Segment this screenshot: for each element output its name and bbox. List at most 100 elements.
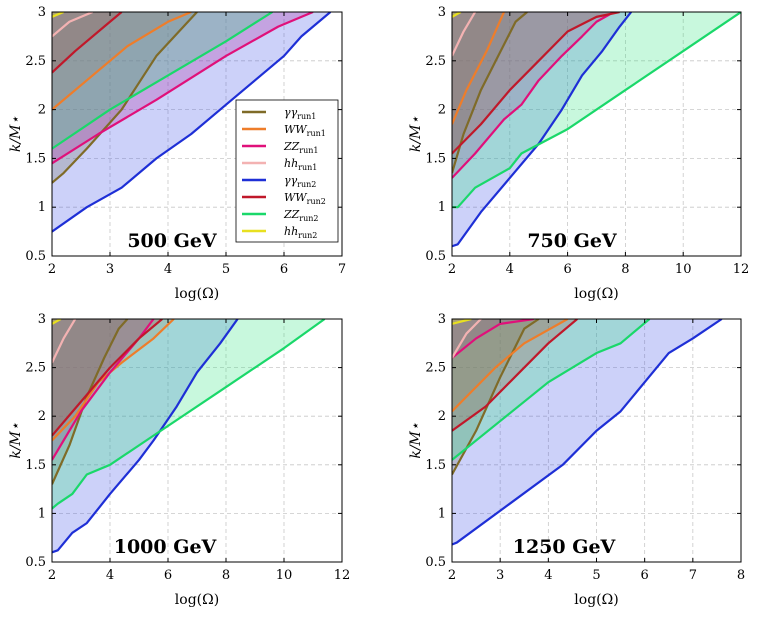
x-tick-label: 12: [334, 568, 351, 583]
panel-title: 750 GeV: [527, 230, 618, 252]
series-areas: [52, 319, 326, 554]
y-tick-label: 3: [438, 312, 446, 327]
x-tick-label: 6: [641, 568, 649, 583]
series-area: [452, 319, 722, 545]
series-area: [452, 12, 476, 56]
axes-frame: [51, 318, 343, 563]
x-tick-label: 5: [592, 568, 600, 583]
y-tick-label: 0.5: [425, 555, 446, 570]
series-area: [452, 319, 578, 431]
y-axis-label: k/M⋆: [408, 422, 424, 459]
x-axis-label: log(Ω): [175, 286, 219, 302]
legend-label: hhrun1: [284, 157, 317, 172]
y-tick-label: 3: [438, 5, 446, 20]
x-tick-label: 2: [48, 262, 56, 277]
x-tick-label: 6: [164, 568, 172, 583]
panel-title: 1000 GeV: [114, 536, 218, 558]
series-line: [452, 12, 741, 209]
x-tick-label: 8: [737, 568, 745, 583]
y-tick-label: 1.5: [25, 458, 46, 473]
series-line: [52, 319, 155, 461]
x-tick-label: 3: [496, 568, 504, 583]
series-line: [52, 12, 65, 18]
series-line: [52, 319, 326, 510]
series-line: [452, 319, 651, 461]
x-tick-label: 3: [106, 262, 114, 277]
series-line: [52, 319, 77, 364]
x-tick-label: 8: [222, 568, 230, 583]
x-tick-label: 7: [338, 262, 346, 277]
x-tick-label: 6: [280, 262, 288, 277]
series-line: [52, 12, 273, 150]
x-axis-label: log(Ω): [175, 592, 219, 608]
series-area: [52, 319, 128, 485]
x-tick-label: 5: [222, 262, 230, 277]
series-line: [452, 12, 620, 155]
series-line: [452, 12, 506, 125]
legend-label: ZZrun1: [283, 140, 319, 155]
series-line: [452, 12, 462, 18]
y-tick-label: 2: [38, 409, 46, 424]
y-tick-label: 1: [38, 200, 46, 215]
x-tick-label: 4: [506, 262, 514, 277]
y-tick-label: 1: [438, 506, 446, 521]
series-area: [452, 12, 528, 174]
y-tick-label: 2: [438, 103, 446, 118]
legend-label: ZZrun2: [283, 208, 319, 223]
chart-panel: 2 3 4 5 6 7 8 0.5 1 1.5 2 2.5 3 log(Ω) k/M⋆ 1250 GeV: [408, 312, 745, 608]
series-line: [52, 12, 94, 38]
y-tick-label: 0.5: [25, 555, 46, 570]
series-line: [452, 319, 472, 325]
series-line: [52, 12, 123, 74]
y-tick-label: 2.5: [425, 361, 446, 376]
series-areas: [52, 12, 332, 233]
x-tick-label: 6: [563, 262, 571, 277]
y-tick-label: 2: [38, 103, 46, 118]
y-tick-label: 1.5: [425, 458, 446, 473]
legend-label: WWrun2: [284, 191, 326, 206]
series-line: [52, 12, 198, 184]
series-area: [52, 12, 313, 164]
legend-label: WWrun1: [284, 123, 326, 138]
series-line: [452, 319, 723, 546]
series-area: [52, 319, 174, 441]
x-tick-label: 4: [164, 262, 172, 277]
legend-box: [235, 99, 339, 243]
legend-label: γγrun2: [284, 174, 316, 189]
series-line: [52, 319, 129, 485]
series-area: [52, 12, 122, 73]
series-area: [52, 12, 192, 110]
series-area: [52, 319, 238, 553]
series-area: [52, 319, 163, 436]
x-axis-label: log(Ω): [574, 592, 618, 608]
panel-title: 500 GeV: [127, 230, 218, 252]
x-tick-label: 12: [733, 262, 750, 277]
x-tick-label: 7: [689, 568, 697, 583]
series-line: [52, 12, 332, 233]
series-line: [452, 319, 482, 359]
series-area: [452, 12, 620, 154]
series-line: [52, 12, 314, 165]
series-area: [452, 319, 568, 412]
series-line: [452, 319, 569, 413]
series-line: [52, 319, 239, 554]
y-tick-label: 2: [438, 409, 446, 424]
chart-panel: 2 4 6 8 10 12 0.5 1 1.5 2 2.5 3 log(Ω) k/M⋆ 1000 GeV: [8, 312, 350, 608]
series-area: [52, 319, 76, 363]
series-areas: [452, 12, 741, 248]
y-axis-label: k/M⋆: [408, 116, 424, 153]
series-area: [52, 12, 93, 37]
series-line: [52, 319, 163, 437]
series-line: [52, 12, 192, 111]
x-tick-label: 2: [448, 568, 456, 583]
legend-label: hhrun2: [284, 225, 317, 240]
series-area: [52, 12, 331, 232]
series-area: [452, 319, 650, 460]
series-line: [452, 319, 535, 359]
chart-panel: 2 3 4 5 6 7 0.5 1 1.5 2 2.5 3 log(Ω) k/M⋆ 500 GeV γγrun…: [8, 5, 346, 302]
x-tick-label: 4: [106, 568, 114, 583]
axes-frame: [451, 11, 742, 257]
axes-frame: [51, 11, 343, 257]
series-line: [52, 319, 62, 325]
